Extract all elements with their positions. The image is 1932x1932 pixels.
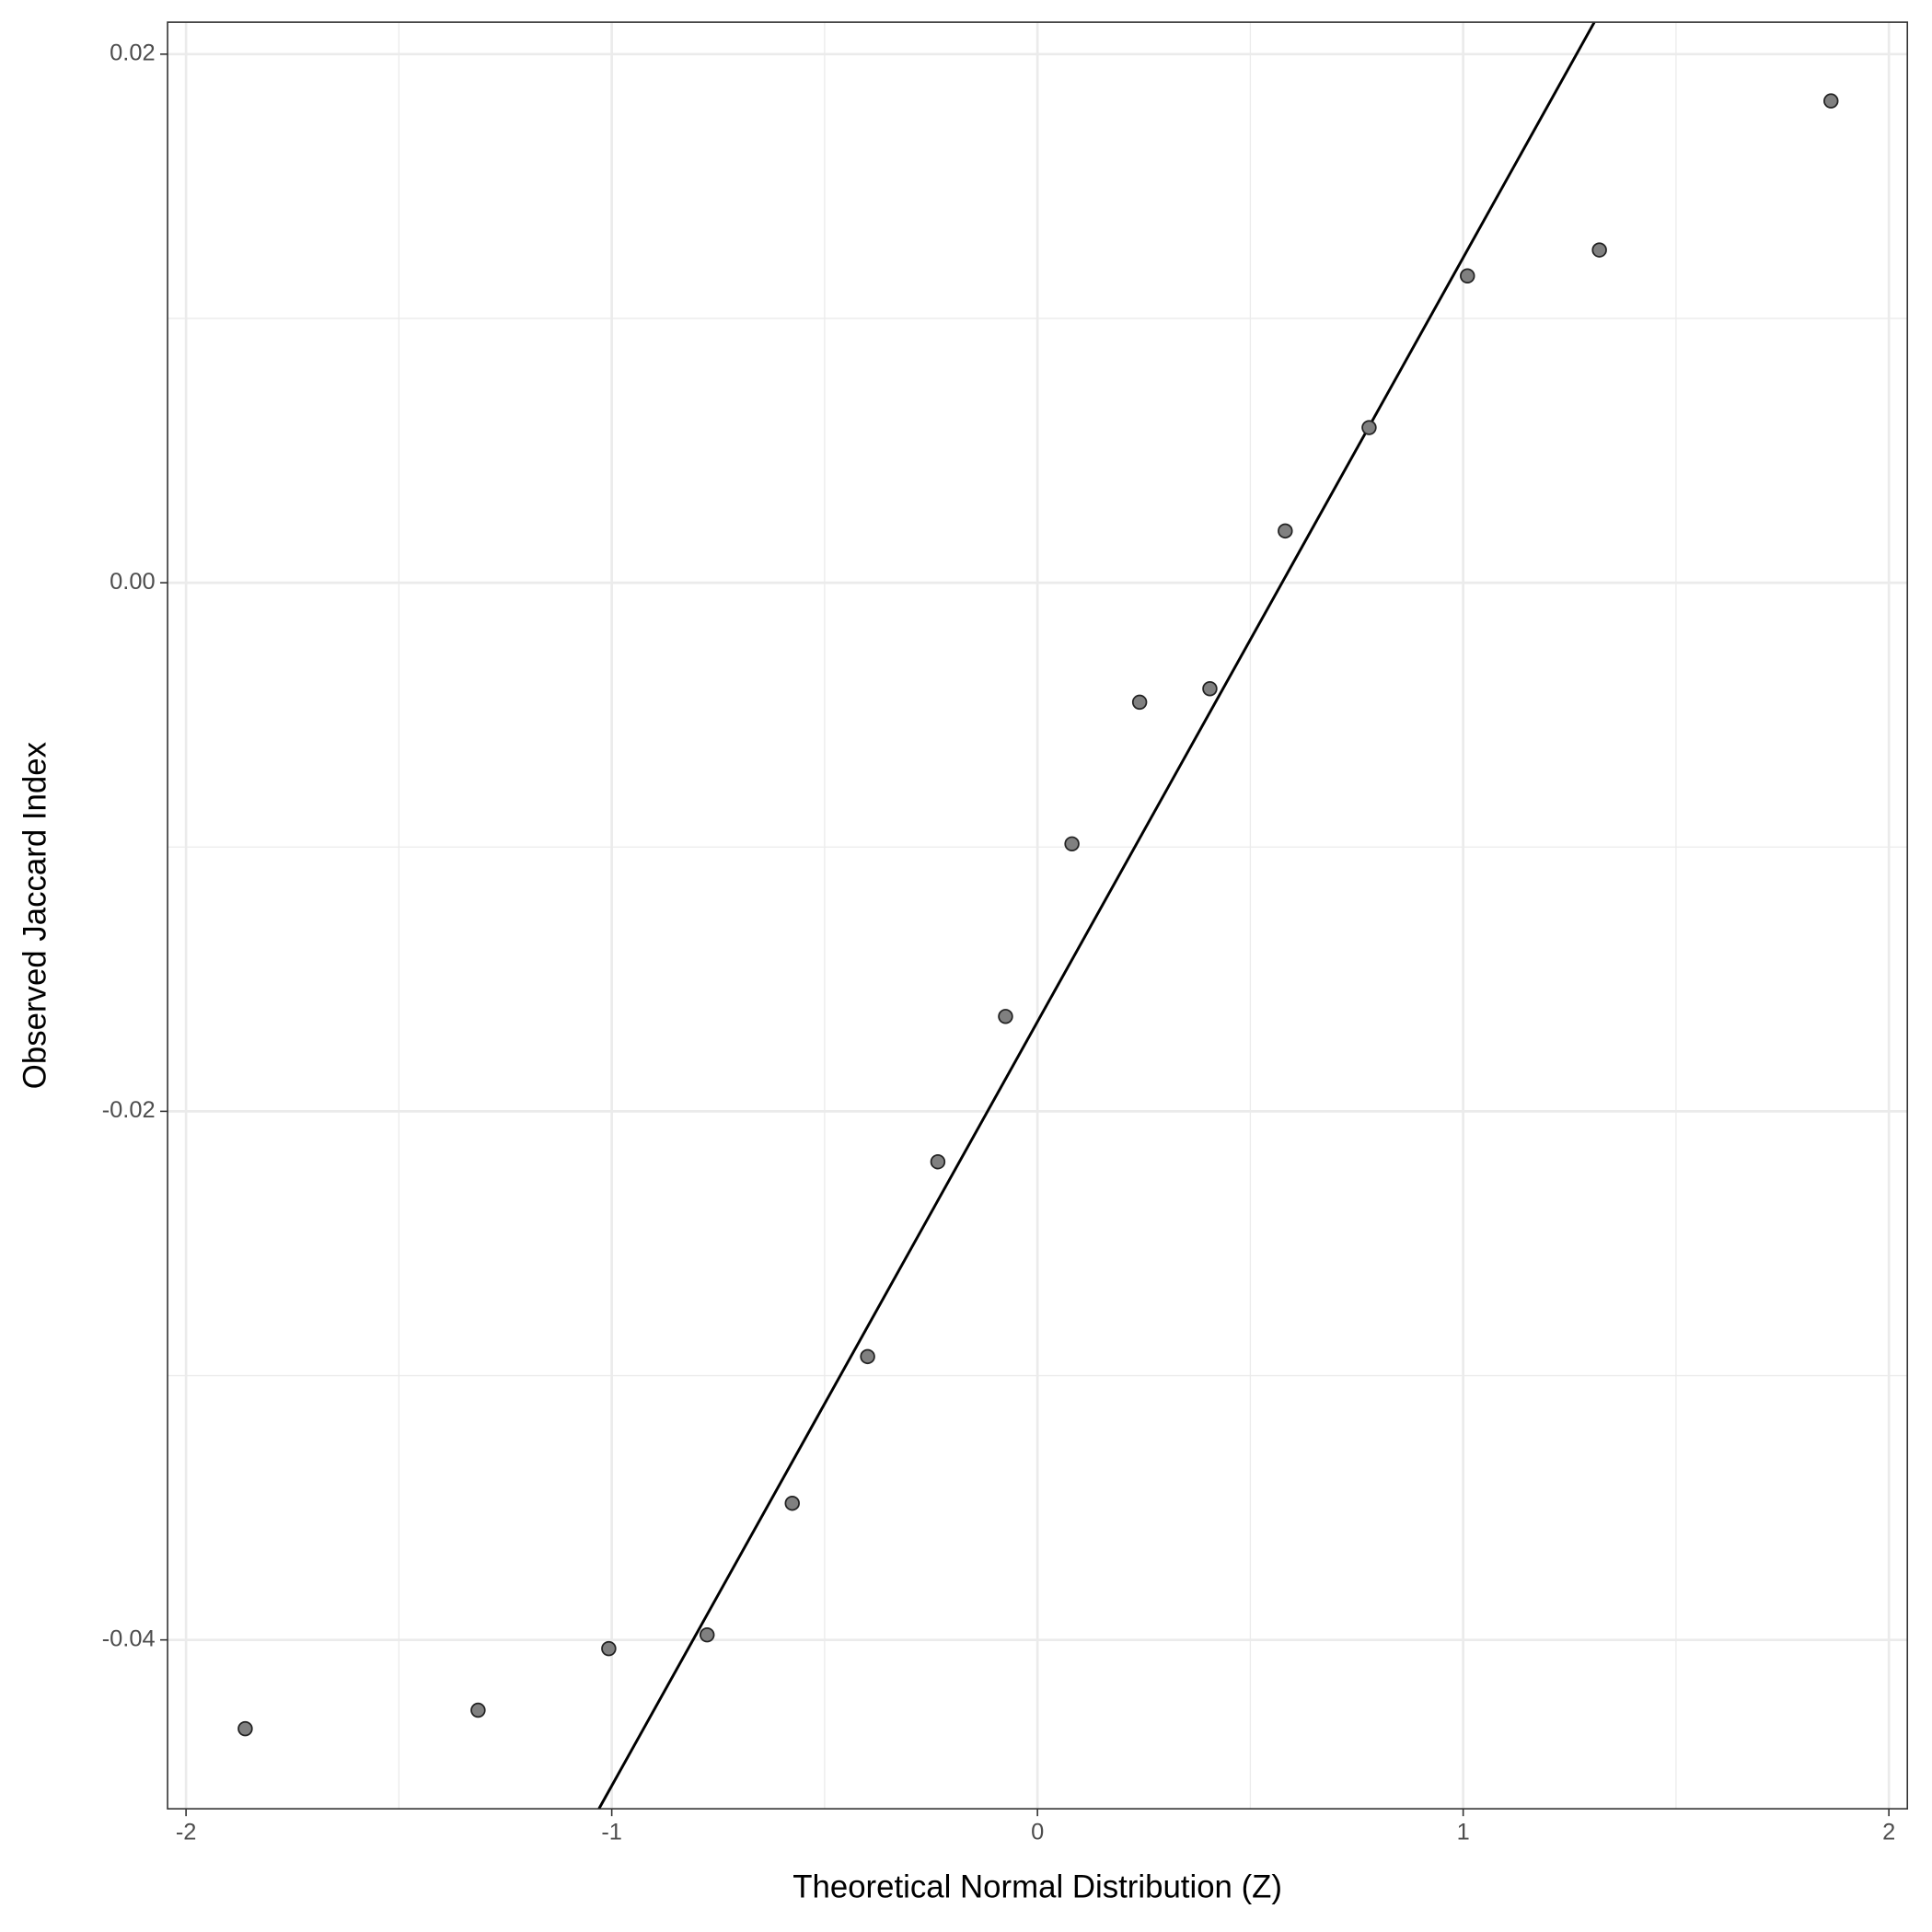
point — [700, 1626, 715, 1643]
grid — [168, 22, 1908, 1810]
point — [1591, 242, 1607, 258]
y-tick-label: 0.02 — [110, 40, 155, 66]
y-tick-label: 0.00 — [110, 569, 155, 595]
marks — [237, 21, 1839, 1810]
x-tick-label: 1 — [1457, 1820, 1470, 1845]
point — [860, 1348, 875, 1365]
point — [1460, 268, 1475, 283]
axes: -2 -1 0 1 2 -0.04 -0.02 0.00 0.02 — [102, 40, 1896, 1845]
point — [1278, 523, 1293, 539]
y-tick-label: -0.02 — [102, 1097, 156, 1123]
point — [470, 1702, 486, 1718]
x-tick-label: 0 — [1031, 1820, 1044, 1845]
x-tick-label: -2 — [176, 1820, 197, 1845]
point — [1064, 836, 1080, 852]
x-axis-title: Theoretical Normal Distribution (Z) — [792, 1868, 1282, 1904]
y-axis-title: Observed Jaccard Index — [17, 741, 52, 1089]
point — [784, 1495, 800, 1511]
reference-line — [597, 21, 1596, 1810]
point — [1361, 420, 1377, 435]
point — [1202, 681, 1218, 697]
point — [930, 1153, 946, 1170]
x-tick-label: 2 — [1882, 1820, 1895, 1845]
point — [1131, 694, 1148, 711]
point — [998, 1009, 1013, 1024]
point — [1823, 93, 1839, 109]
point — [237, 1720, 253, 1737]
y-tick-label: -0.04 — [102, 1625, 156, 1651]
x-tick-label: -1 — [601, 1820, 622, 1845]
point — [601, 1640, 617, 1657]
